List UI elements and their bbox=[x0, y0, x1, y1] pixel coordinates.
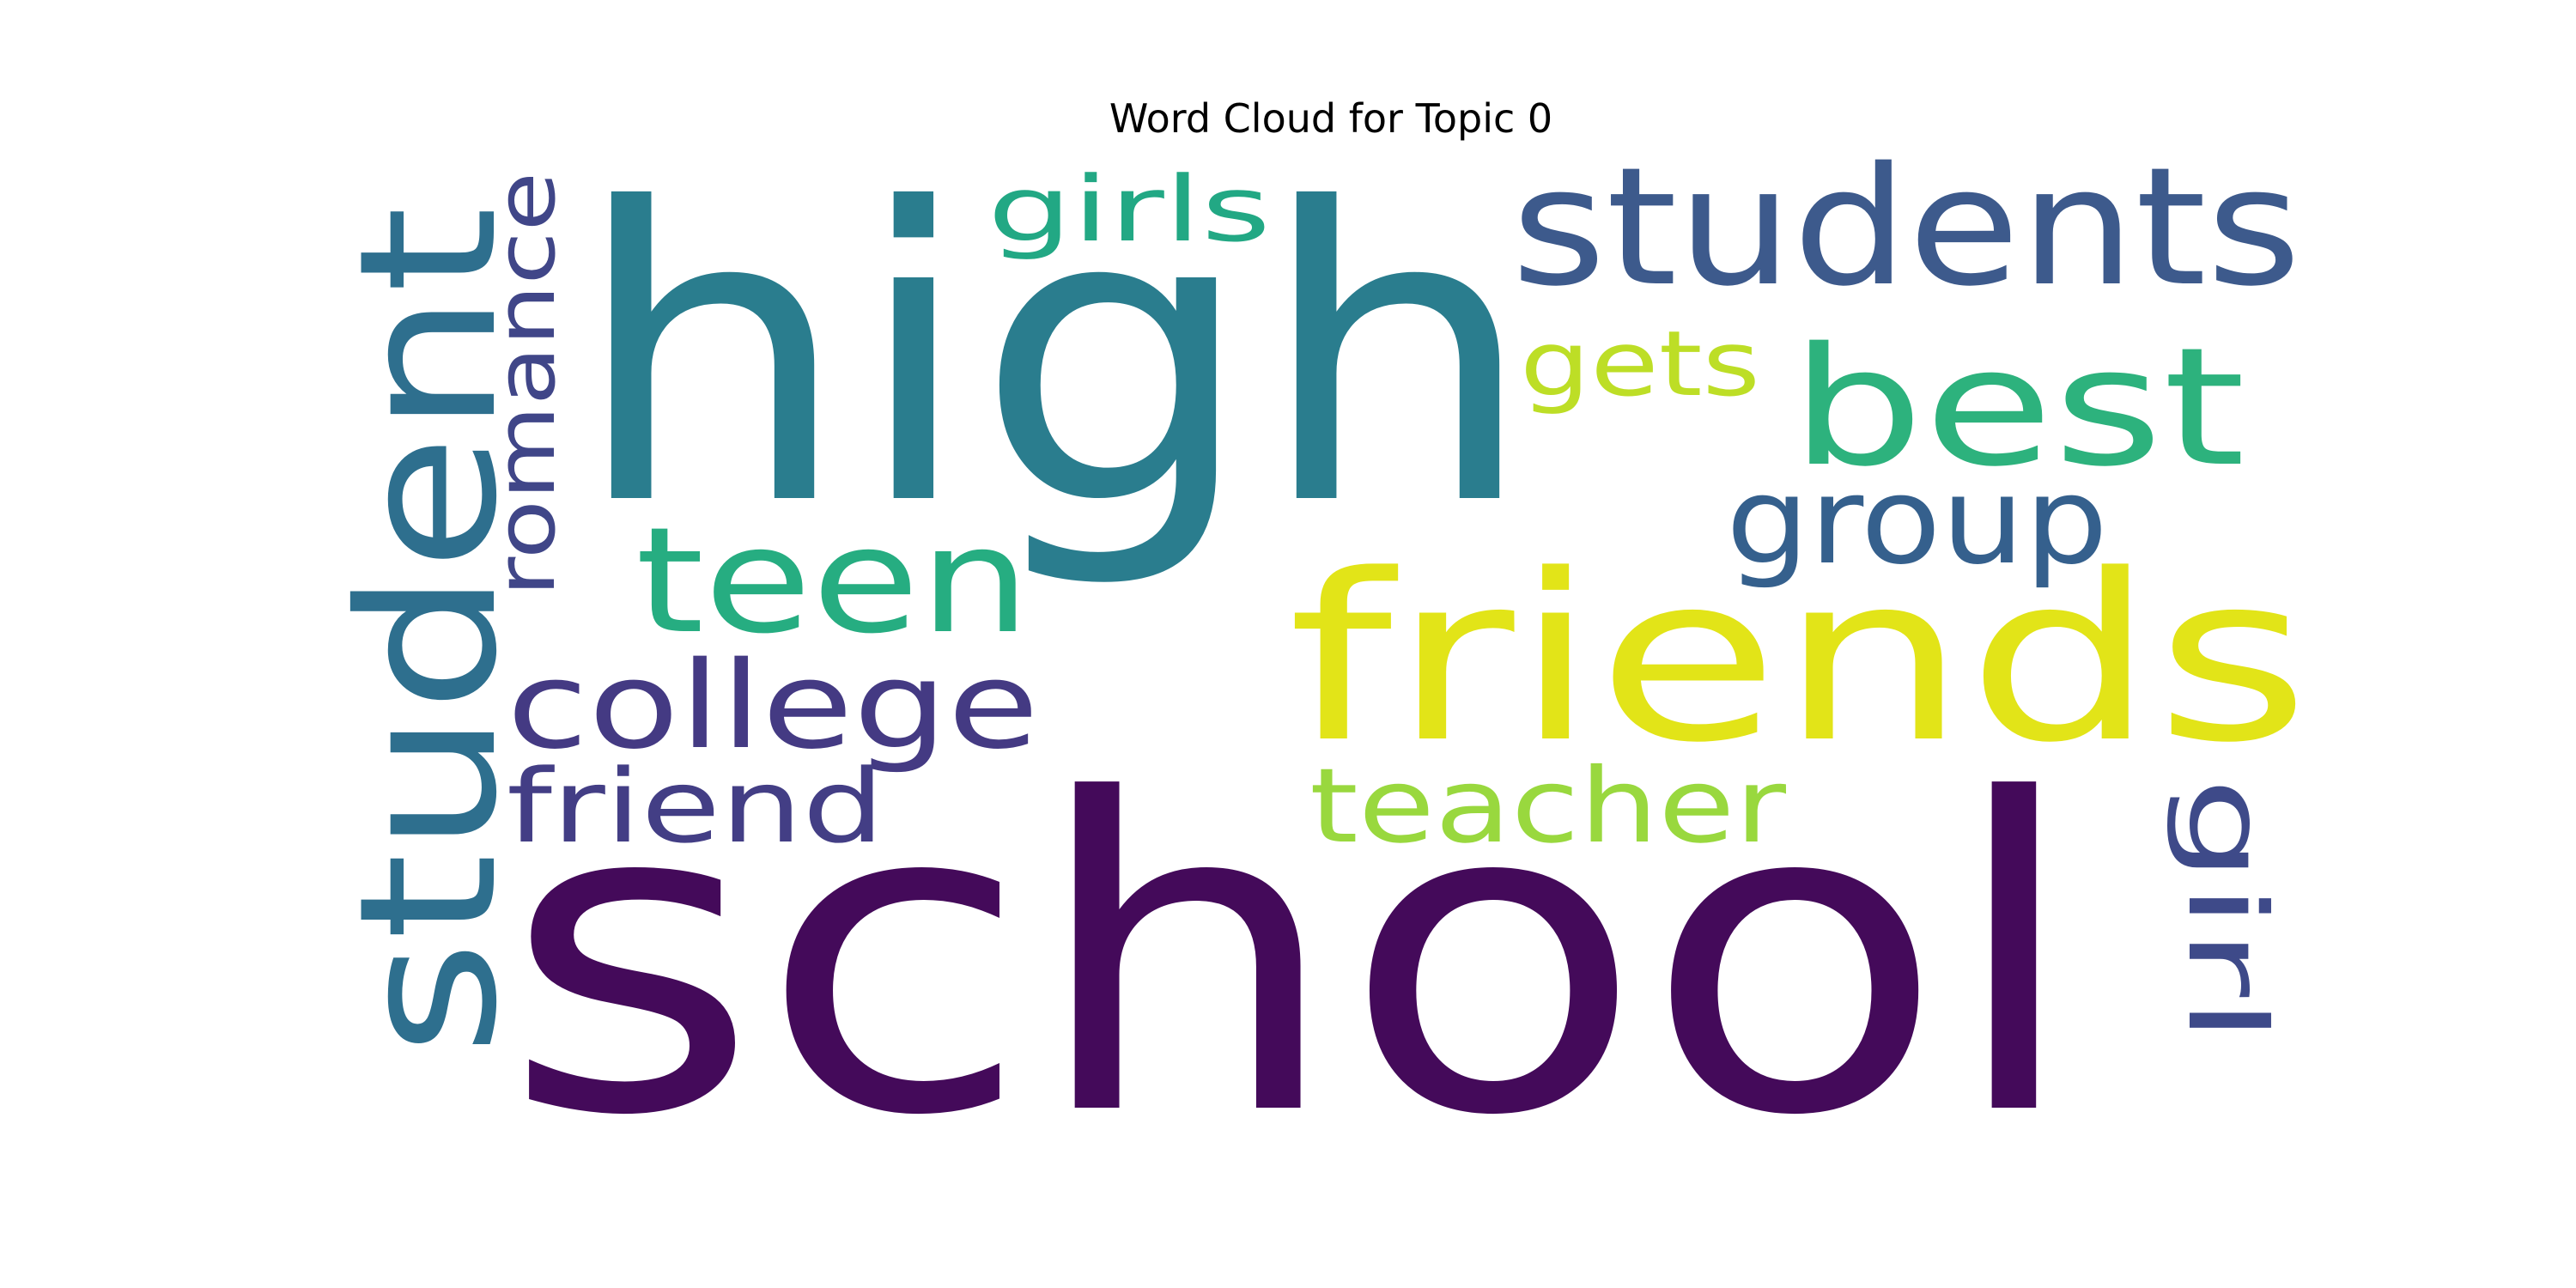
word-student: student bbox=[319, 206, 538, 1056]
word-teen: teen bbox=[635, 496, 1030, 666]
word-group: group bbox=[1726, 452, 2108, 592]
word-gets: gets bbox=[1520, 312, 1760, 416]
word-teacher: teacher bbox=[1309, 747, 1787, 866]
chart-title: Word Cloud for Topic 0 bbox=[1109, 95, 1553, 142]
word-friend: friend bbox=[507, 747, 884, 866]
word-girl: girl bbox=[2164, 777, 2288, 1043]
word-college: college bbox=[507, 636, 1039, 776]
word-girls: girls bbox=[987, 157, 1271, 262]
word-high: high bbox=[571, 124, 1537, 593]
word-best: best bbox=[1790, 313, 2245, 502]
word-school: school bbox=[502, 709, 2082, 1209]
word-students: students bbox=[1511, 132, 2301, 322]
word-friends: friends bbox=[1288, 526, 2310, 793]
word-romance: romance bbox=[479, 172, 574, 597]
